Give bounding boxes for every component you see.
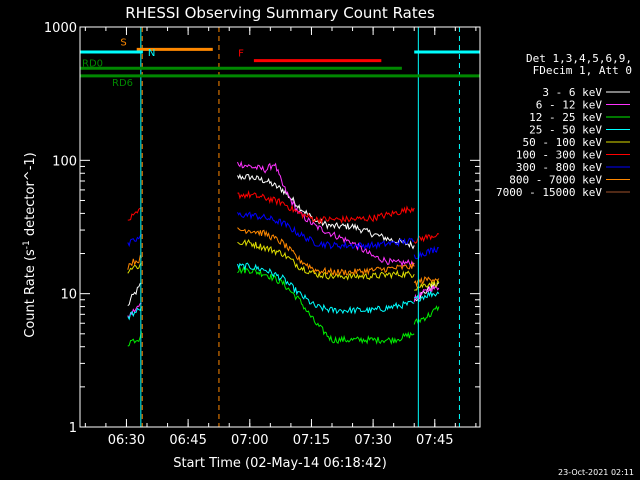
series-line bbox=[127, 306, 142, 321]
series-line bbox=[127, 233, 142, 248]
annotation-label: S bbox=[120, 37, 126, 48]
x-tick-label: 07:15 bbox=[293, 433, 330, 448]
legend-header: Det 1,3,4,5,6,9, bbox=[526, 52, 632, 65]
annotation-label: RD6 bbox=[112, 78, 133, 89]
legend-entry-label: 300 - 800 keV bbox=[516, 161, 602, 174]
series-line bbox=[237, 265, 415, 345]
annotation-label: RD0 bbox=[82, 58, 103, 69]
y-tick-label: 1 bbox=[69, 421, 77, 436]
annotations-layer: S N F RD0 RD6 bbox=[80, 37, 480, 89]
legend-entry-label: 3 - 6 keV bbox=[542, 86, 602, 99]
series-line bbox=[237, 190, 415, 225]
chart-title: RHESSI Observing Summary Count Rates bbox=[125, 4, 435, 22]
series-line bbox=[127, 207, 142, 221]
x-tick-label: 07:00 bbox=[231, 433, 268, 448]
plot-frame bbox=[79, 26, 481, 428]
x-tick-label: 07:30 bbox=[354, 433, 391, 448]
annotation-label: N bbox=[148, 48, 155, 59]
annotation-label: F bbox=[238, 49, 244, 60]
legend-entry-label: 6 - 12 keV bbox=[536, 99, 603, 112]
axes-layer: 1 10 100 1000 06:30 06:45 07:00 07:15 07:30 07:45 bbox=[44, 21, 480, 448]
legend-entry-label: 25 - 50 keV bbox=[529, 124, 602, 137]
x-tick-label: 06:45 bbox=[169, 433, 206, 448]
x-tick-label: 07:45 bbox=[416, 433, 453, 448]
x-tick-label: 06:30 bbox=[108, 433, 145, 448]
y-tick-label: 10 bbox=[60, 288, 77, 303]
series-line bbox=[127, 331, 142, 347]
series-line bbox=[127, 282, 142, 306]
legend-entry-label: 7000 - 15000 keV bbox=[496, 186, 602, 199]
legend-entry-label: 800 - 7000 keV bbox=[509, 174, 602, 187]
y-tick-label: 1000 bbox=[44, 21, 77, 36]
series-line bbox=[237, 227, 415, 277]
y-tick-label: 100 bbox=[52, 154, 77, 169]
series-line bbox=[237, 211, 415, 251]
series-line bbox=[127, 254, 142, 270]
footer-date: 23-Oct-2021 02:11 bbox=[558, 468, 634, 477]
series-line bbox=[237, 173, 415, 250]
series-line bbox=[237, 160, 415, 268]
series-line bbox=[237, 262, 415, 315]
legend: Det 1,3,4,5,6,9,FDecim 1, Att 0 3 - 6 keV… bbox=[496, 52, 632, 199]
svg-text:Count Rate (s-1 detector^-1): Count Rate (s-1 detector^-1) bbox=[22, 152, 38, 337]
legend-entry-label: 100 - 300 keV bbox=[516, 149, 602, 162]
series-line bbox=[237, 239, 415, 281]
legend-entry-label: 12 - 25 keV bbox=[529, 111, 602, 124]
y-axis-label: Count Rate (s-1 detector^-1) bbox=[22, 152, 38, 337]
vertical-lines-layer bbox=[79, 27, 460, 427]
series-layer bbox=[127, 160, 440, 347]
legend-header: FDecim 1, Att 0 bbox=[533, 64, 632, 77]
x-axis-label: Start Time (02-May-14 06:18:42) bbox=[173, 456, 387, 471]
legend-entry-label: 50 - 100 keV bbox=[523, 136, 603, 149]
